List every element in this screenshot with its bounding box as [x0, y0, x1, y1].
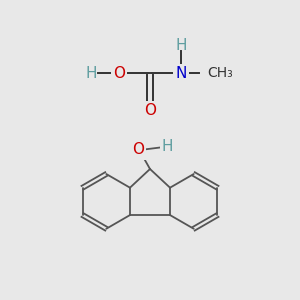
Text: CH₃: CH₃ — [207, 66, 233, 80]
Text: N: N — [175, 66, 187, 81]
Text: O: O — [113, 66, 125, 81]
Text: O: O — [132, 142, 144, 158]
Text: H: H — [175, 38, 187, 53]
Text: O: O — [144, 103, 156, 118]
Text: H: H — [85, 66, 97, 81]
Text: H: H — [161, 140, 173, 154]
